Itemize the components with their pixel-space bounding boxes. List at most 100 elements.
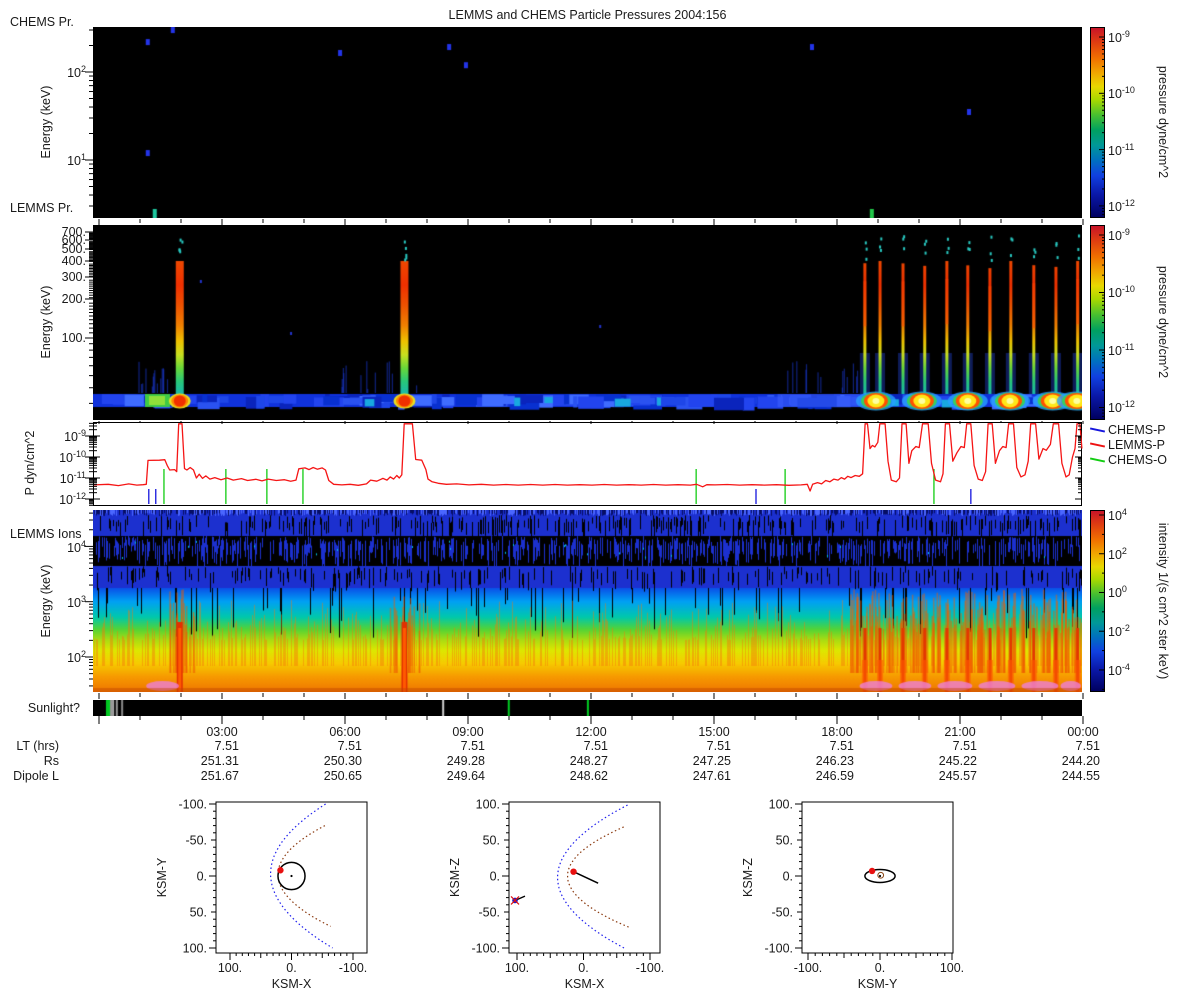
colorbar1-tick-label: 10-12 xyxy=(1108,198,1135,215)
orbit-y-tick-label: -50. xyxy=(478,906,500,920)
spacecraft-position-dot xyxy=(570,868,577,875)
lt-value: 7.51 xyxy=(583,739,608,753)
colorbar1-tick-label: 10-9 xyxy=(1108,29,1130,46)
colorbar4-tick-label: 104 xyxy=(1108,507,1127,524)
hour-ticks-row0 xyxy=(98,219,1084,225)
panel2-ytick-label: 300. xyxy=(61,270,86,284)
panel4-ytick-label: 102 xyxy=(67,649,86,666)
row-label-rs: Rs xyxy=(43,754,59,768)
pressure-line-plot xyxy=(93,422,1082,506)
hour-ticks-row2 xyxy=(98,693,1084,699)
panel2-ytick-label: 500. xyxy=(61,242,86,256)
dipole-value: 250.65 xyxy=(323,769,362,783)
time-tick-label: 15:00 xyxy=(698,725,730,739)
lt-value: 7.51 xyxy=(214,739,239,753)
panel2-corner-label: LEMMS Pr. xyxy=(10,201,74,215)
panel3-ytick-label: 10-10 xyxy=(59,449,86,466)
colorbar4-label: intensity 1/(s cm^2 ster keV) xyxy=(1156,522,1170,680)
orbit-y-tick-label: -100. xyxy=(472,942,501,956)
hour-ticks-row3 xyxy=(98,716,1084,724)
rs-value: 250.30 xyxy=(323,754,362,768)
orbit-ylabel: KSM-Z xyxy=(448,858,462,897)
colorbar1-ticks xyxy=(1099,36,1105,216)
lemms-pressure-spectrogram xyxy=(93,225,1082,420)
rs-value: 247.25 xyxy=(692,754,731,768)
orbit-y-tick-label: 50. xyxy=(190,906,207,920)
orbit-y-tick-label: 0. xyxy=(783,870,793,884)
orbit-y-tick-label: 0. xyxy=(490,870,500,884)
colorbar2-ticks xyxy=(1099,234,1105,417)
panel2-ytick-label: 200. xyxy=(61,292,86,306)
panel4-yticks xyxy=(85,512,93,687)
chems-spectrogram-canvas xyxy=(93,27,1082,218)
rs-value: 244.20 xyxy=(1061,754,1100,768)
time-tick-label: 12:00 xyxy=(575,725,607,739)
orbit-xlabel: KSM-X xyxy=(272,977,312,991)
orbit-y-tick-label: 0. xyxy=(197,870,207,884)
lt-value: 7.51 xyxy=(952,739,977,753)
chems-pressure-spectrogram xyxy=(93,27,1082,218)
rs-value: 246.23 xyxy=(815,754,854,768)
hour-ticks-row1 xyxy=(98,421,1084,424)
spacecraft-position-dot xyxy=(868,867,876,875)
legend-line-chems-p xyxy=(1089,427,1106,433)
orbit-x-tick-label: 0. xyxy=(875,961,885,975)
panel1-ytick-label: 102 xyxy=(67,64,86,81)
colorbar2-tick-label: 10-10 xyxy=(1108,284,1135,301)
dipole-value: 248.62 xyxy=(569,769,608,783)
rs-value: 245.22 xyxy=(938,754,977,768)
panel4-ytick-label: 103 xyxy=(67,594,86,611)
legend-item-chems-p: CHEMS-P xyxy=(1089,423,1166,437)
colorbar4-ticks xyxy=(1099,514,1105,690)
dipole-value: 245.57 xyxy=(938,769,977,783)
orbit-y-tick-label: -50. xyxy=(771,906,793,920)
colorbar1-tick-label: 10-11 xyxy=(1108,142,1135,159)
panel4-ytick-label: 104 xyxy=(67,539,86,556)
dipole-value: 251.67 xyxy=(200,769,239,783)
orbit-y-tick-label: 100. xyxy=(769,798,793,812)
orbit-plot-2: -100. 0. 100. 100. 50. 0. -50. -100. KSM-Y KSM-Z xyxy=(741,798,964,992)
time-tick-label: 21:00 xyxy=(944,725,976,739)
spacecraft-position-dot xyxy=(277,867,284,874)
orbit-x-tick-label: 0. xyxy=(286,961,296,975)
dipole-value: 249.64 xyxy=(446,769,485,783)
lemms-spectrogram-canvas xyxy=(93,225,1082,420)
orbit-x-tick-label: 100. xyxy=(218,961,242,975)
legend-label-chems-p: CHEMS-P xyxy=(1108,423,1166,437)
orbit-x-tick-label: -100. xyxy=(794,961,823,975)
orbit-y-tick-label: 50. xyxy=(483,834,500,848)
colorbar1-tick-label: 10-10 xyxy=(1108,85,1135,102)
orbit-y-tick-label: -100. xyxy=(179,798,208,812)
colorbar4-tick-label: 10-4 xyxy=(1108,662,1130,679)
orbit-xlabel: KSM-X xyxy=(565,977,605,991)
panel3-ytick-label: 10-12 xyxy=(59,491,86,508)
lt-value: 7.51 xyxy=(829,739,854,753)
legend-label-lemms-p: LEMMS-P xyxy=(1108,438,1165,452)
colorbar2-tick-label: 10-11 xyxy=(1108,342,1135,359)
row-label-dipole: Dipole L xyxy=(13,769,59,783)
orbit-y-tick-label: -50. xyxy=(185,834,207,848)
colorbar1-label: pressure dyne/cm^2 xyxy=(1156,65,1170,179)
dipole-value: 244.55 xyxy=(1061,769,1100,783)
legend-line-chems-o xyxy=(1089,457,1106,463)
orbit-y-tick-label: -100. xyxy=(765,942,794,956)
orbit-ylabel: KSM-Y xyxy=(155,857,169,897)
panel1-yticks xyxy=(85,29,93,207)
panel3-ytick-label: 10-11 xyxy=(59,470,86,487)
panel1-ylabel: Energy (keV) xyxy=(39,85,53,159)
panel2-ytick-label: 100. xyxy=(61,331,86,345)
row-label-lt: LT (hrs) xyxy=(16,739,59,753)
rs-value: 251.31 xyxy=(200,754,239,768)
orbit-plot-1: 100. 0. -100. 100. 50. 0. -50. -100. KSM-X KSM-Z xyxy=(448,798,664,992)
colorbar4-tick-label: 100 xyxy=(1108,584,1127,601)
panel2-ytick-label: 700. xyxy=(61,225,86,239)
time-tick-label: 00:00 xyxy=(1067,725,1099,739)
time-tick-label: 18:00 xyxy=(821,725,853,739)
panel2-yticks xyxy=(85,231,93,404)
lemms-ions-spectrogram xyxy=(93,510,1082,692)
sunlight-bar xyxy=(93,700,1082,716)
orbit-x-tick-label: -100. xyxy=(339,961,368,975)
rs-value: 249.28 xyxy=(446,754,485,768)
orbit-x-tick-label: 100. xyxy=(940,961,964,975)
